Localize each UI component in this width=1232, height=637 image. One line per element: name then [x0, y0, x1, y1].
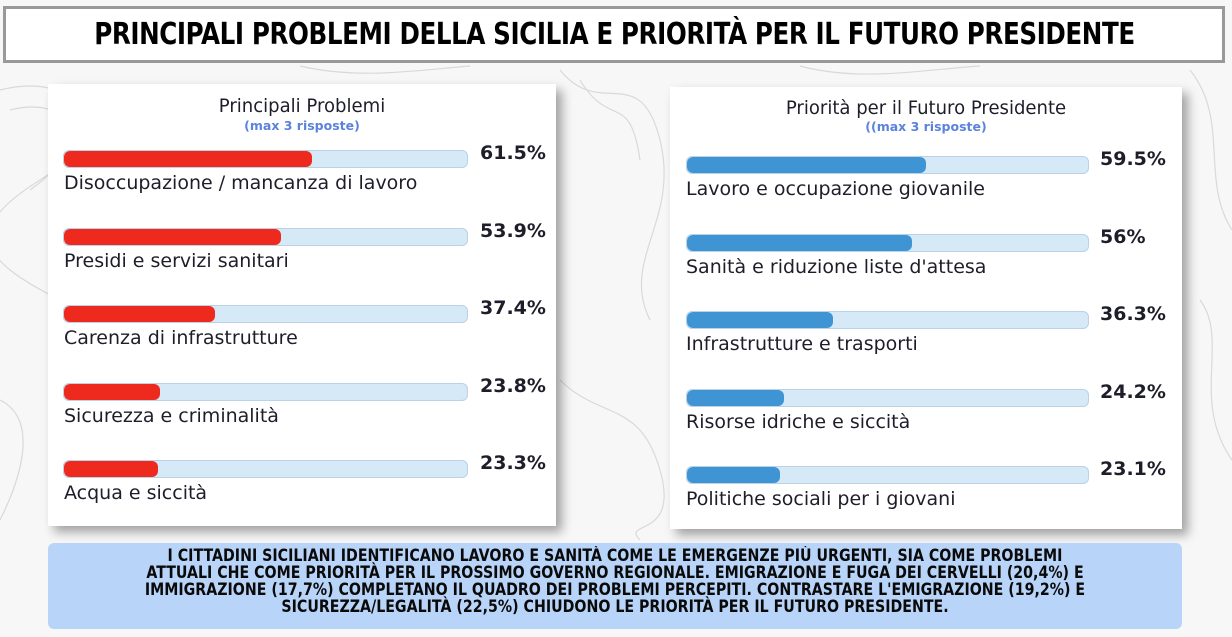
bar-track: [686, 233, 1089, 252]
bar-value-label: 23.3%: [480, 452, 546, 474]
page-title: PRINCIPALI PROBLEMI DELLA SICILIA E PRIO…: [93, 17, 1135, 52]
bar-value-label: 59.5%: [1100, 148, 1166, 170]
bar-track: [686, 311, 1089, 329]
bar-value-label: 23.1%: [1100, 458, 1166, 480]
bar-category-label: Politiche sociali per i giovani: [686, 488, 956, 510]
problems-chart-card: Principali Problemi (max 3 risposte) 61.…: [48, 84, 556, 526]
bar-category-label: Disoccupazione / mancanza di lavoro: [64, 172, 418, 194]
bar-category-label: Infrastrutture e trasporti: [686, 333, 918, 355]
priorities-chart-card: Priorità per il Futuro Presidente ((max …: [670, 87, 1182, 529]
bar-category-label: Risorse idriche e siccità: [686, 410, 911, 433]
bar-value-label: 36.3%: [1100, 303, 1166, 325]
bar-value-label: 37.4%: [480, 297, 546, 319]
summary-box: I CITTADINI SICILIANI IDENTIFICANO LAVOR…: [48, 543, 1182, 629]
bar-category-label: Sanità e riduzione liste d'attesa: [686, 255, 987, 278]
summary-text: I CITTADINI SICILIANI IDENTIFICANO LAVOR…: [144, 546, 1086, 616]
bar-value-label: 24.2%: [1100, 380, 1166, 403]
bar-category-label: Acqua e siccità: [64, 482, 208, 504]
bar-fill: [64, 306, 215, 322]
bar-category-label: Presidi e servizi sanitari: [64, 249, 289, 272]
bar-track: [686, 388, 1089, 407]
bar-value-label: 56%: [1100, 225, 1146, 248]
bar-fill: [64, 228, 282, 245]
bar-category-label: Lavoro e occupazione giovanile: [686, 178, 985, 200]
chart-title: Principali Problemi: [218, 95, 386, 117]
bar-category-label: Sicurezza e criminalità: [64, 404, 279, 427]
chart-subtitle: (max 3 risposte): [244, 118, 360, 133]
bar-track: [63, 460, 468, 478]
bar-fill: [687, 312, 833, 328]
bar-fill: [64, 151, 312, 167]
bar-fill: [64, 383, 160, 400]
bar-value-label: 23.8%: [480, 374, 546, 397]
bar-fill: [687, 234, 912, 251]
bar-value-label: 53.9%: [480, 219, 546, 242]
bar-track: [686, 156, 1089, 174]
bar-track: [686, 466, 1089, 484]
bar-category-label: Carenza di infrastrutture: [64, 327, 298, 349]
bar-track: [63, 305, 468, 323]
bar-track: [63, 227, 468, 246]
bar-fill: [64, 461, 158, 477]
chart-subtitle: ((max 3 risposte): [865, 119, 987, 134]
bar-track: [63, 382, 468, 401]
title-banner: PRINCIPALI PROBLEMI DELLA SICILIA E PRIO…: [3, 6, 1225, 63]
chart-title: Priorità per il Futuro Presidente: [785, 97, 1067, 119]
bar-fill: [687, 157, 926, 173]
bar-value-label: 61.5%: [480, 142, 546, 164]
bar-track: [63, 150, 468, 168]
bar-fill: [687, 389, 785, 406]
bar-fill: [687, 467, 780, 483]
